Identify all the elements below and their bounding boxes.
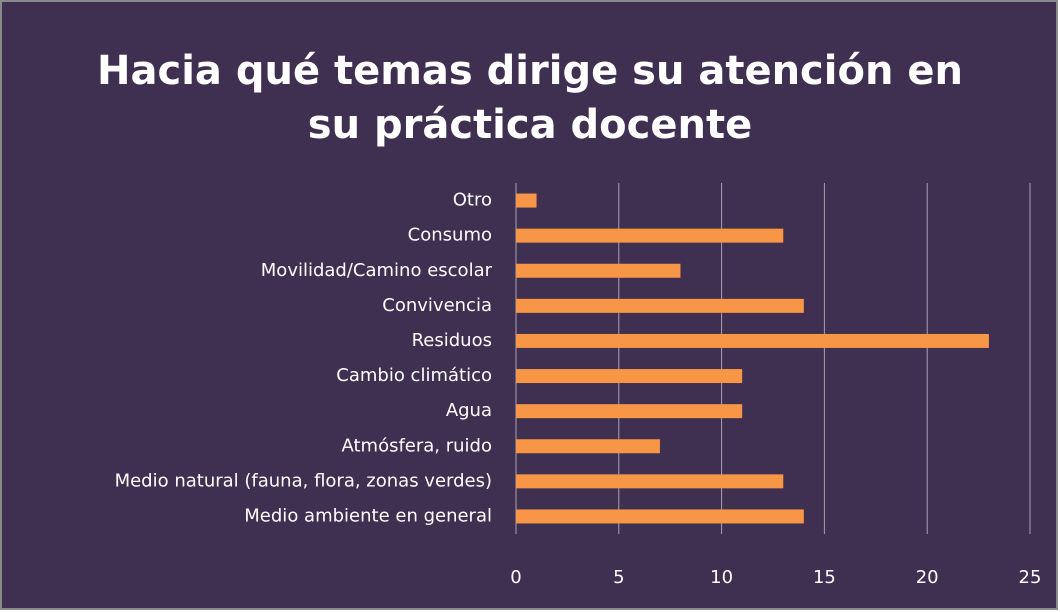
y-tick-label: Agua <box>446 400 492 421</box>
bar <box>516 228 784 243</box>
y-tick-label: Consumo <box>408 225 492 246</box>
x-tick-label: 20 <box>916 567 939 588</box>
y-tick-label: Medio natural (fauna, flora, zonas verde… <box>115 470 492 491</box>
bar <box>516 369 743 384</box>
x-tick-label: 5 <box>613 567 624 588</box>
y-tick-label: Residuos <box>412 330 492 351</box>
y-tick-label: Movilidad/Camino escolar <box>261 260 493 281</box>
x-tick-label: 25 <box>1019 567 1042 588</box>
bar <box>516 263 681 278</box>
chart-title: Hacia qué temas dirige su atención en su… <box>97 48 963 148</box>
bar <box>516 509 804 524</box>
bar <box>516 439 660 454</box>
bar <box>516 474 784 489</box>
bar <box>516 193 537 208</box>
y-tick-label: Cambio climático <box>336 365 492 386</box>
x-tick-label: 0 <box>510 567 521 588</box>
bar <box>516 333 989 348</box>
x-tick-label: 15 <box>813 567 836 588</box>
bar <box>516 404 743 419</box>
x-tick-label: 10 <box>710 567 733 588</box>
y-tick-label: Otro <box>453 190 492 211</box>
bar <box>516 298 804 313</box>
y-tick-label: Convivencia <box>382 295 492 316</box>
y-tick-label: Medio ambiente en general <box>244 505 492 526</box>
y-tick-label: Atmósfera, ruido <box>341 435 492 456</box>
